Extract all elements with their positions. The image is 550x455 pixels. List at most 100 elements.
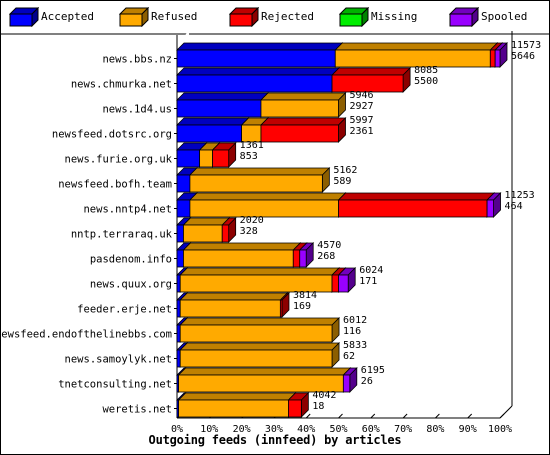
bar-top-face <box>334 42 499 51</box>
bar-rejected-weretis-net <box>287 392 310 418</box>
x-tick <box>370 413 376 419</box>
bar-refused-news-bbs-nz <box>334 42 499 68</box>
category-label-news-furie-org-uk: news.furie.org.uk <box>65 154 173 166</box>
value-label-total-tnetconsulting-net: 6195 <box>361 365 385 376</box>
legend-swatch-front <box>449 13 473 27</box>
bar-front-face <box>176 149 201 168</box>
bar-top-face <box>177 367 352 376</box>
bar-refused-newsfeed-endofthelinebbs-com <box>179 317 341 343</box>
bar-rejected-feeder-erje-net <box>279 292 290 318</box>
bar-top-face <box>179 267 341 276</box>
bar-front-face <box>331 74 404 93</box>
value-label-sub-pasdenom-info: 268 <box>317 251 335 262</box>
value-label-total-news-furie-org-uk: 1361 <box>240 140 264 151</box>
x-tick-label: 80% <box>426 424 444 435</box>
x-tick <box>467 413 473 419</box>
value-label-sub-news-nntp4-net: 464 <box>505 201 523 212</box>
bar-accepted-news-bbs-nz <box>176 42 344 68</box>
bar-spooled-news-quux-org <box>337 267 357 293</box>
x-tick-label: 10% <box>200 424 218 435</box>
x-tick-label: 0% <box>171 424 183 435</box>
bar-top-face <box>260 92 347 101</box>
bar-front-face <box>176 249 184 268</box>
bar-accepted-news-1d4-us <box>176 92 269 118</box>
bar-front-face <box>176 199 191 218</box>
bar-top-face <box>176 92 269 101</box>
bar-front-face <box>299 249 307 268</box>
bar-accepted-newsfeed-dotsrc-org <box>176 117 250 143</box>
value-label-sub-news-quux-org: 171 <box>359 276 377 287</box>
legend-swatch-front <box>9 13 33 27</box>
bar-top-face <box>331 67 412 76</box>
bar-front-face <box>338 274 349 293</box>
value-label-total-news-chmurka-net: 8085 <box>414 65 438 76</box>
legend-label-rejected: Rejected <box>261 10 314 23</box>
bar-rejected-nntp-terraraq-uk <box>221 217 237 243</box>
legend-label-accepted: Accepted <box>41 10 94 23</box>
bar-front-face <box>176 349 181 368</box>
category-label-newsfeed-bofh-team: newsfeed.bofh.team <box>58 179 172 191</box>
legend-label-spooled: Spooled <box>481 10 528 23</box>
legend-swatch-accepted <box>9 7 39 27</box>
bar-front-face <box>176 74 333 93</box>
value-label-sub-feeder-erje-net: 169 <box>293 301 311 312</box>
x-tick <box>402 413 408 419</box>
legend-swatch-front <box>119 13 143 27</box>
bar-front-face <box>212 149 230 168</box>
bar-top-face <box>176 117 250 126</box>
legend-swatch-spooled <box>449 7 479 27</box>
bar-top-face <box>182 242 302 251</box>
bar-front-face <box>221 224 230 243</box>
legend-swatch-front <box>229 13 253 27</box>
value-label-total-pasdenom-info: 4570 <box>317 240 341 251</box>
value-label-sub-news-1d4-us: 2927 <box>350 101 374 112</box>
bar-refused-news-quux-org <box>179 267 341 293</box>
bar-front-face <box>176 124 242 143</box>
value-label-total-news-bbs-nz: 11573 <box>511 40 541 51</box>
x-tick <box>499 413 505 419</box>
value-label-sub-news-chmurka-net: 5500 <box>414 76 438 87</box>
bar-front-face <box>199 149 213 168</box>
bar-front-face <box>338 199 488 218</box>
bar-front-face <box>178 399 289 418</box>
bar-front-face <box>279 299 283 318</box>
value-label-sub-nntp-terraraq-uk: 328 <box>240 226 258 237</box>
category-label-newsfeed-dotsrc-org: newsfeed.dotsrc.org <box>52 129 172 141</box>
bar-front-face <box>292 249 301 268</box>
bar-front-face <box>189 199 339 218</box>
bar-refused-tnetconsulting-net <box>177 367 352 393</box>
category-label-feeder-erje-net: feeder.erje.net <box>77 304 172 316</box>
bar-rejected-newsfeed-dotsrc-org <box>260 117 347 143</box>
bar-top-face <box>179 292 289 301</box>
bar-front-face <box>331 274 339 293</box>
x-tick-label: 30% <box>265 424 283 435</box>
value-label-total-newsfeed-dotsrc-org: 5997 <box>350 115 374 126</box>
bar-front-face <box>179 324 333 343</box>
chart-title: Outgoing feeds (innfeed) by articles <box>148 433 402 447</box>
legend-label-refused: Refused <box>151 10 198 23</box>
bar-front-face <box>189 174 323 193</box>
bar-accepted-news-chmurka-net <box>176 67 341 93</box>
bar-rejected-news-nntp4-net <box>337 192 496 218</box>
bar-refused-newsfeed-bofh-team <box>188 167 331 193</box>
bar-front-face <box>260 99 339 118</box>
bar-refused-news-1d4-us <box>260 92 347 118</box>
value-label-total-weretis-net: 4042 <box>312 390 336 401</box>
bar-front-face <box>176 224 184 243</box>
value-label-sub-news-samoylyk-net: 62 <box>343 351 355 362</box>
legend-swatch-refused <box>119 7 149 27</box>
bar-front-face <box>342 374 351 393</box>
category-label-nntp-terraraq-uk: nntp.terraraq.uk <box>71 229 173 241</box>
bar-top-face <box>179 342 341 351</box>
value-label-total-news-samoylyk-net: 5833 <box>343 340 367 351</box>
bar-front-face <box>176 324 181 343</box>
value-label-sub-newsfeed-dotsrc-org: 2361 <box>350 126 374 137</box>
category-label-tnetconsulting-net: tnetconsulting.net <box>58 379 172 391</box>
bar-front-face <box>176 299 181 318</box>
bar-front-face <box>288 399 302 418</box>
x-tick <box>435 413 440 419</box>
bar-refused-feeder-erje-net <box>179 292 289 318</box>
value-label-total-news-1d4-us: 5946 <box>350 90 374 101</box>
